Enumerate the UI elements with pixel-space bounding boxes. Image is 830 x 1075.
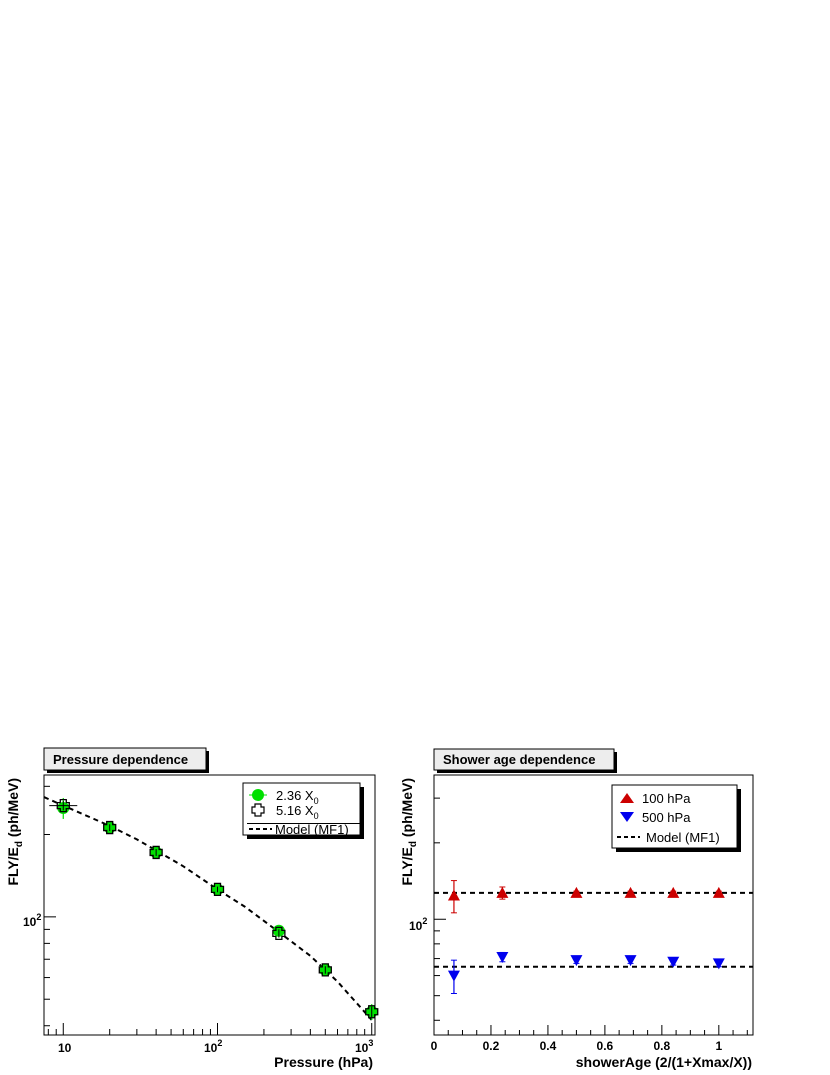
x-tick-label: 0 (431, 1039, 438, 1053)
data-point (447, 970, 460, 982)
chart-title: Pressure dependence (43, 747, 209, 773)
legend-label: 500 hPa (642, 810, 691, 825)
x-tick-label: 0.8 (654, 1039, 671, 1053)
legend-swatch (251, 803, 265, 817)
x-axis: 0 0.2 0.4 0.6 0.8 1 (431, 1025, 748, 1053)
data-point (624, 955, 637, 967)
legend-label: 2.36 X0 (276, 788, 319, 806)
data-point (570, 955, 583, 967)
legend-row-model (247, 823, 364, 824)
legend: 100 hPa 500 hPa Model (MF1) (611, 784, 741, 852)
x-tick-label: 1 (715, 1039, 722, 1053)
plot-marks (434, 880, 753, 994)
data-point (570, 886, 583, 898)
data-point (272, 926, 286, 941)
data-point (667, 956, 680, 968)
data-point (318, 963, 332, 977)
data-point (447, 889, 460, 901)
legend-label: 5.16 X0 (276, 803, 319, 821)
chart-title-text: Shower age dependence (443, 752, 595, 767)
data-point (210, 882, 225, 897)
data-point (667, 886, 680, 898)
data-point (149, 845, 163, 860)
x-tick-label: 0.4 (540, 1039, 557, 1053)
legend-label: Model (MF1) (646, 830, 720, 845)
y-tick-label: 102 (23, 912, 41, 929)
data-point (103, 820, 117, 835)
chart-title-text: Pressure dependence (53, 752, 188, 767)
y-axis (434, 797, 446, 1021)
pressure-panel: Pressure dependence 102 10 102 103 Press… (5, 747, 379, 1070)
plot-marks (43, 796, 379, 1021)
x-tick-label: 0.6 (597, 1039, 614, 1053)
model-curve (43, 796, 373, 1021)
x-axis-label: Pressure (hPa) (274, 1054, 373, 1070)
data-point (496, 952, 509, 964)
data-point (624, 886, 637, 898)
legend-label: Model (MF1) (275, 822, 349, 837)
y-axis-label: FLY/Ed (ph/MeV) (399, 778, 419, 886)
y-axis-label: FLY/Ed (ph/MeV) (5, 778, 25, 886)
data-point (365, 1005, 379, 1019)
legend: 2.36 X0 5.16 X0 Model (MF1) (242, 782, 364, 839)
x-tick-label: 103 (355, 1038, 373, 1055)
y-axis (44, 785, 56, 1027)
data-point (712, 958, 725, 970)
plot-frame (433, 774, 754, 1036)
x-tick-label: 0.2 (483, 1039, 500, 1053)
legend-swatch (620, 793, 634, 803)
y-tick-label: 102 (409, 916, 427, 933)
x-tick-label: 10 (58, 1041, 72, 1055)
legend-label: 100 hPa (642, 791, 691, 806)
data-point (496, 886, 509, 898)
x-axis-label: showerAge (2/(1+Xmax/X)) (576, 1054, 752, 1070)
x-tick-label: 102 (204, 1038, 222, 1055)
legend-swatch (620, 812, 634, 822)
plot-frame (43, 774, 376, 1036)
data-point (56, 798, 70, 813)
data-point (712, 886, 725, 898)
shower-age-panel: Shower age dependence 0 0.2 0.4 0.6 0.8 1 102… (399, 748, 754, 1070)
chart-title: Shower age dependence (433, 748, 617, 773)
x-axis (47, 1023, 373, 1035)
